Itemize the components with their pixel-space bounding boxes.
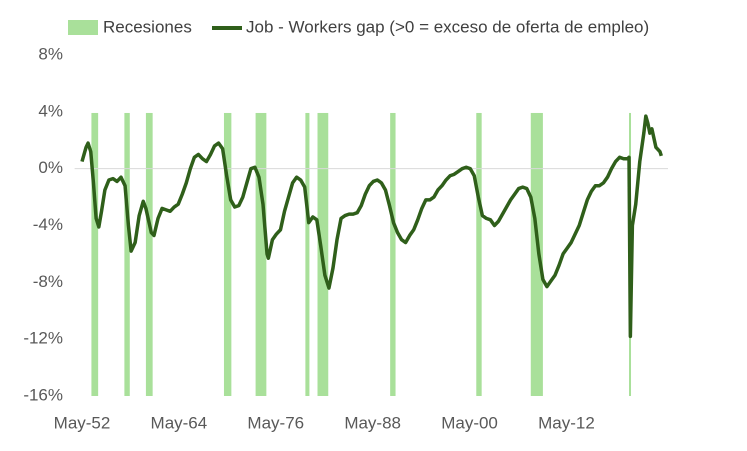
y-tick-label: -12% (23, 329, 63, 348)
x-tick-label: May-12 (538, 413, 595, 432)
recession-band (223, 112, 232, 396)
x-tick-label: May-00 (441, 413, 498, 432)
legend-label: Job - Workers gap (>0 = exceso de oferta… (246, 17, 649, 36)
x-tick-label: May-64 (151, 413, 208, 432)
y-tick-label: -8% (33, 272, 63, 291)
legend-label: Recesiones (103, 17, 192, 36)
recession-band (305, 112, 310, 396)
line-series (80, 114, 663, 339)
y-tick-label: -16% (23, 385, 63, 404)
recession-band (530, 112, 543, 396)
recession-band (255, 112, 267, 396)
x-tick-label: May-88 (344, 413, 401, 432)
y-tick-label: 8% (38, 44, 63, 63)
y-tick-label: -4% (33, 215, 63, 234)
y-tick-label: 0% (38, 158, 63, 177)
x-tick-label: May-76 (247, 413, 304, 432)
recession-band (91, 112, 99, 396)
legend-recession-swatch (68, 20, 98, 35)
y-tick-label: 4% (38, 101, 63, 120)
x-tick-label: May-52 (54, 413, 111, 432)
recession-band (390, 112, 396, 396)
recession-band (476, 112, 482, 396)
recession-band (145, 112, 153, 396)
recession-band (124, 112, 130, 396)
